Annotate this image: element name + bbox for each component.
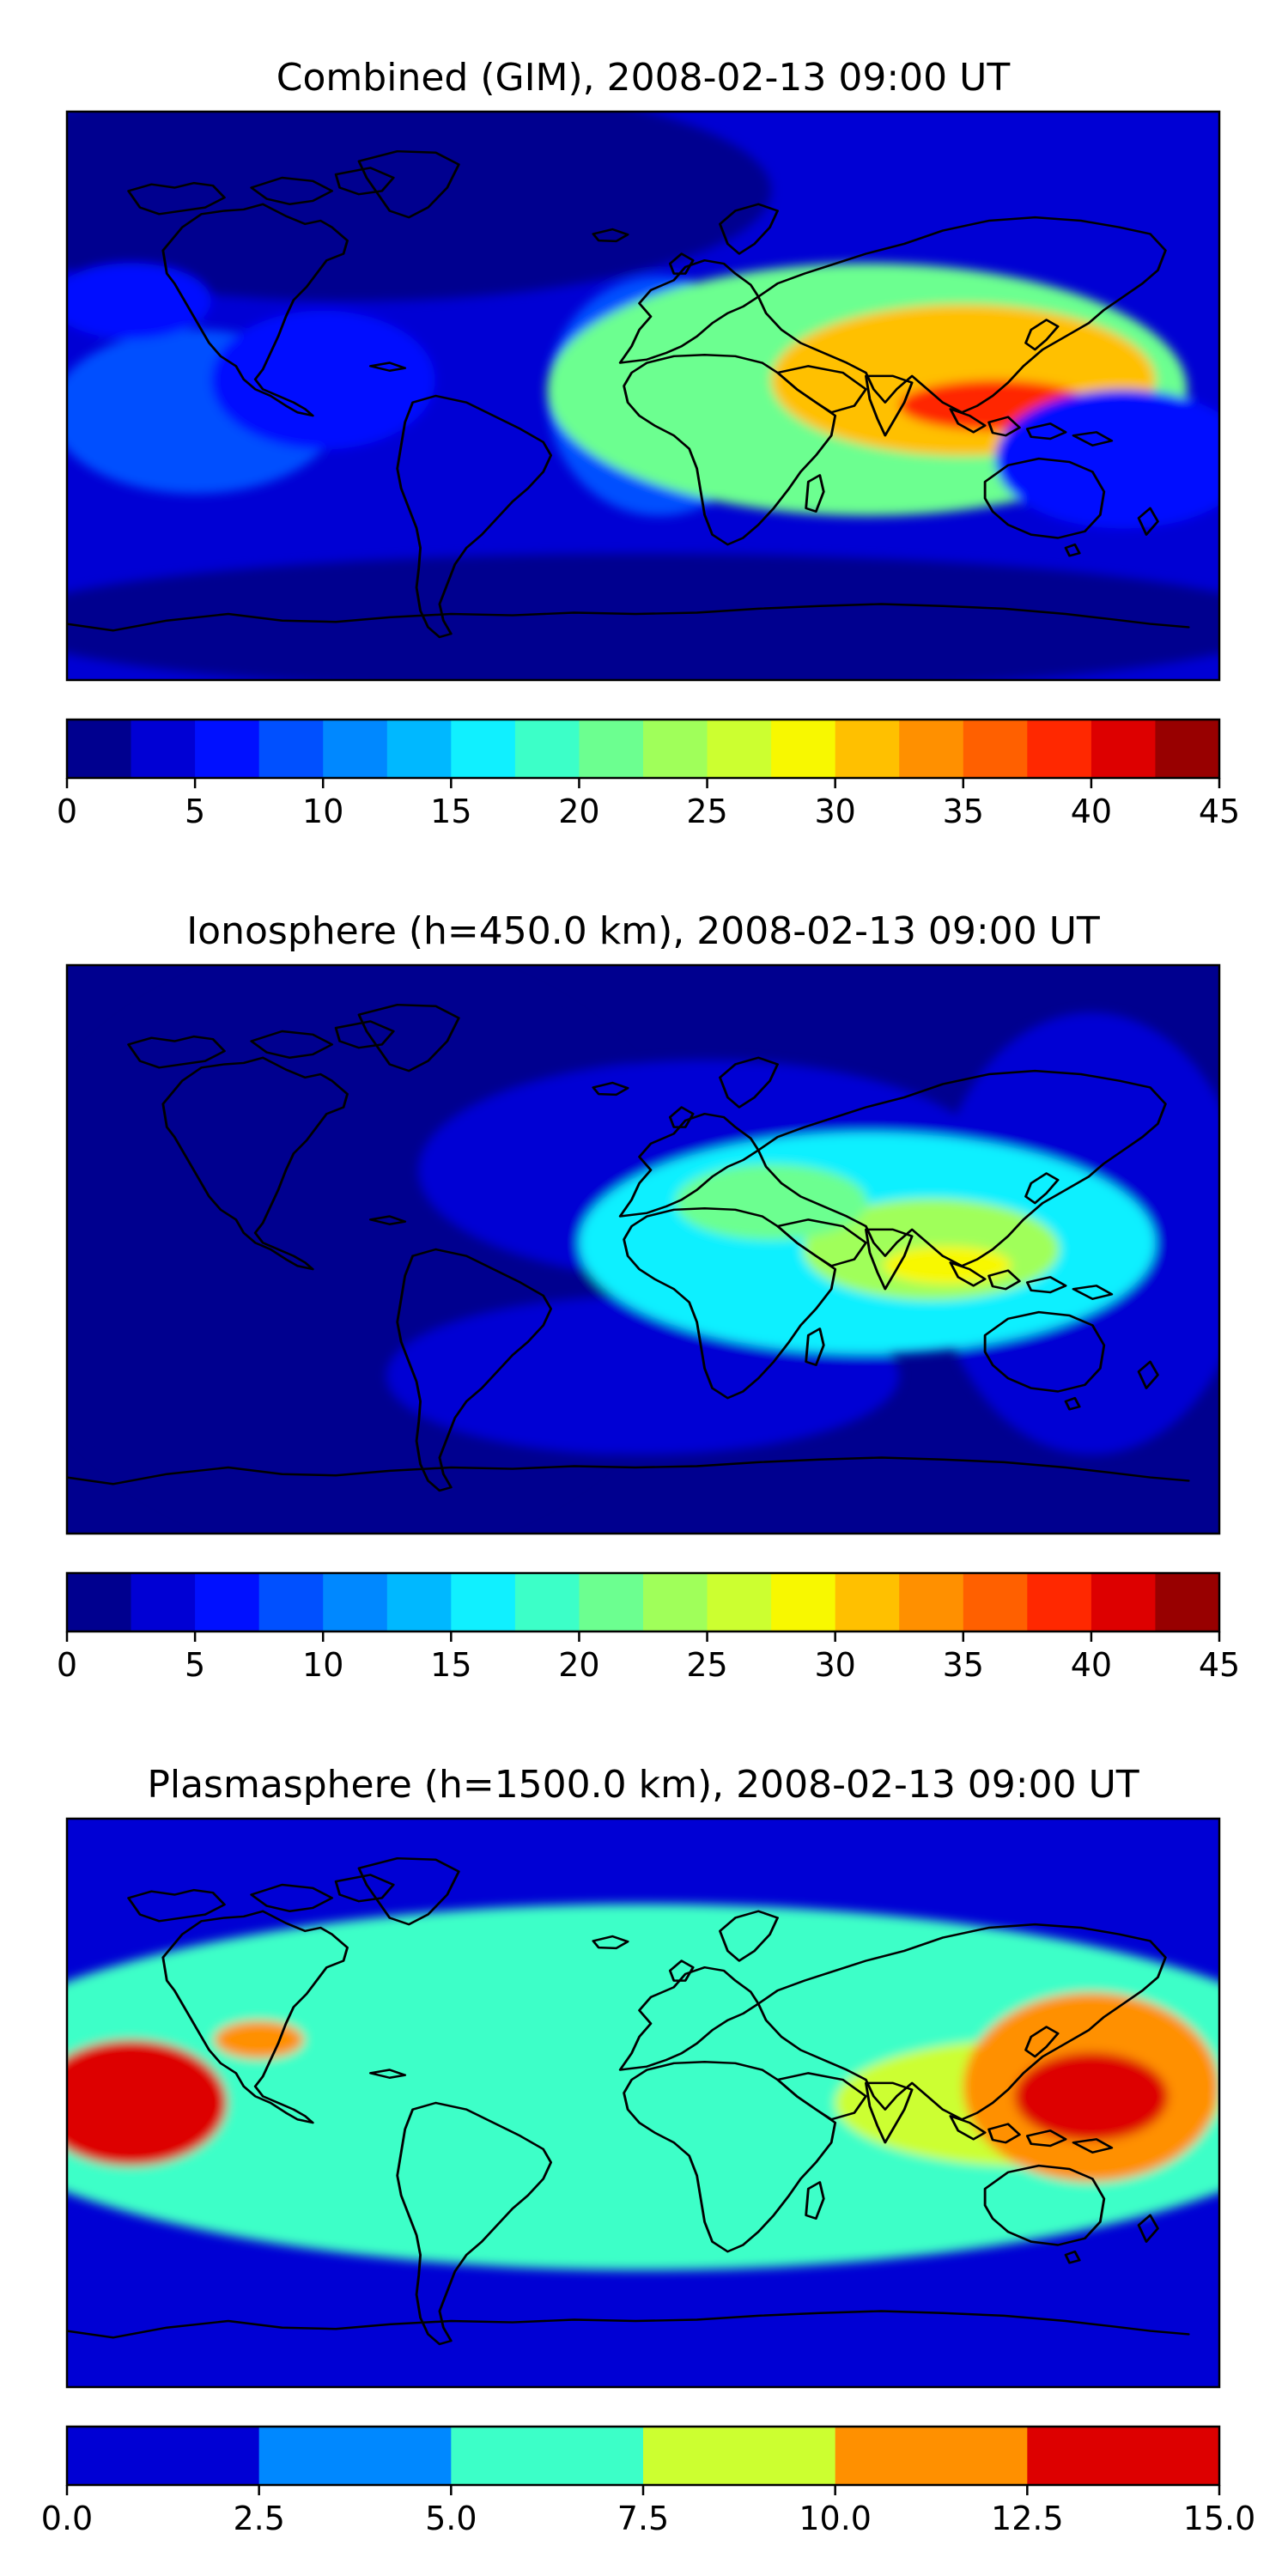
colorbar-segment	[67, 1573, 132, 1631]
colorbar-tick-label: 0.0	[41, 2500, 93, 2537]
colorbar-tick-label: 30	[814, 1646, 855, 1684]
panel-title: Combined (GIM), 2008-02-13 09:00 UT	[276, 56, 1011, 100]
colorbar-tick-label: 45	[1199, 1646, 1240, 1684]
field-contour-5	[67, 263, 211, 339]
colorbar-tick-label: 12.5	[991, 2500, 1064, 2537]
field-contour-1	[67, 112, 771, 301]
colorbar-segment	[451, 2427, 644, 2485]
colorbar-segment	[195, 1573, 260, 1631]
colorbar-tick-label: 20	[558, 793, 599, 830]
colorbar-tick-label: 15.0	[1183, 2500, 1256, 2537]
colorbar-segment	[323, 720, 388, 778]
colorbar-segment	[1091, 720, 1156, 778]
colorbar-tick-label: 15	[430, 1646, 471, 1684]
colorbar-tick-label: 15	[430, 793, 471, 830]
map-frame	[65, 110, 1221, 682]
colorbar-segment	[131, 720, 196, 778]
colorbar-segment	[579, 1573, 644, 1631]
colorbar-tick-label: 35	[943, 793, 984, 830]
panel-3: Plasmasphere (h=1500.0 km), 2008-02-13 0…	[41, 1763, 1256, 2537]
panel-title: Plasmasphere (h=1500.0 km), 2008-02-13 0…	[147, 1763, 1139, 1807]
colorbar-tick-label: 10	[302, 793, 343, 830]
colorbar-segment	[643, 2427, 836, 2485]
panel-2: Ionosphere (h=450.0 km), 2008-02-13 09:0…	[57, 909, 1240, 1684]
colorbar: 0 5 10 15 20 25 30 35 40 45	[57, 1571, 1240, 1684]
colorbar-frame	[65, 718, 1221, 780]
map-frame	[65, 963, 1221, 1535]
colorbar-tick-label: 30	[814, 793, 855, 830]
colorbar-segment	[258, 2427, 452, 2485]
colorbar-segment	[707, 720, 772, 778]
colorbar-tick-label: 40	[1071, 793, 1112, 830]
colorbar-segment	[258, 1573, 324, 1631]
colorbar-segment	[1155, 1573, 1220, 1631]
colorbar-segment	[1027, 2427, 1220, 2485]
colorbar-segment	[514, 720, 580, 778]
colorbar-tick-label: 2.5	[233, 2500, 284, 2537]
colorbar-frame	[65, 1571, 1221, 1633]
colorbar-tick-label: 25	[686, 793, 727, 830]
colorbar-tick-label: 0	[57, 793, 77, 830]
colorbar-segment	[386, 1573, 452, 1631]
colorbar-segment	[835, 1573, 900, 1631]
colorbar-segment	[963, 1573, 1028, 1631]
colorbar-segment	[899, 1573, 964, 1631]
colorbar: 0.0 2.5 5.0 7.5 10.0 12.5 15.0	[41, 2425, 1256, 2537]
colorbar-segment	[514, 1573, 580, 1631]
map-field	[67, 965, 1219, 1534]
colorbar-segment	[451, 1573, 516, 1631]
field-contour-8	[883, 1246, 1012, 1285]
colorbar-segment	[258, 720, 324, 778]
field-contour-7	[1014, 2052, 1169, 2142]
colorbar-tick-label: 40	[1071, 1646, 1112, 1684]
field-contour-3	[67, 2039, 228, 2166]
colorbar-segment	[1027, 720, 1092, 778]
colorbar-tick-label: 20	[558, 1646, 599, 1684]
colorbar-tick-label: 45	[1199, 793, 1240, 830]
field-contour-7	[675, 1163, 867, 1240]
colorbar-tick-label: 5.0	[425, 2500, 477, 2537]
map-field	[67, 112, 1219, 680]
colorbar-segment	[1027, 1573, 1092, 1631]
colorbar-segment	[707, 1573, 772, 1631]
colorbar-tick-label: 25	[686, 1646, 727, 1684]
colorbar-segment	[963, 720, 1028, 778]
map-field	[67, 1819, 1219, 2387]
colorbar-tick-label: 7.5	[617, 2500, 669, 2537]
colorbar-segment	[67, 720, 132, 778]
colorbar-segment	[67, 2427, 260, 2485]
map-frame	[65, 1817, 1221, 2389]
colorbar-tick-label: 10.0	[799, 2500, 872, 2537]
panel-title: Ionosphere (h=450.0 km), 2008-02-13 09:0…	[186, 909, 1100, 953]
colorbar-tick-label: 5	[185, 793, 205, 830]
colorbar-segment	[195, 720, 260, 778]
field-contour-2	[67, 553, 1219, 680]
colorbar-tick-label: 10	[302, 1646, 343, 1684]
colorbar-segment	[771, 720, 836, 778]
field-contour-4	[210, 310, 435, 450]
colorbar-segment	[579, 720, 644, 778]
colorbar-segment	[643, 1573, 708, 1631]
colorbar-tick-label: 0	[57, 1646, 77, 1684]
colorbar-segment	[1155, 720, 1220, 778]
colorbar-segment	[451, 720, 516, 778]
colorbar-tick-label: 5	[185, 1646, 205, 1684]
colorbar: 0 5 10 15 20 25 30 35 40 45	[57, 718, 1240, 830]
colorbar-tick-label: 35	[943, 1646, 984, 1684]
panel-1: Combined (GIM), 2008-02-13 09:00 UT 0 5 10 1…	[57, 56, 1240, 830]
field-contour-4	[214, 2020, 304, 2059]
colorbar-segment	[1091, 1573, 1156, 1631]
colorbar-segment	[643, 720, 708, 778]
colorbar-segment	[323, 1573, 388, 1631]
colorbar-segment	[771, 1573, 836, 1631]
colorbar-segment	[131, 1573, 196, 1631]
colorbar-segment	[386, 720, 452, 778]
colorbar-segment	[899, 720, 964, 778]
colorbar-segment	[835, 720, 900, 778]
colorbar-segment	[835, 2427, 1028, 2485]
